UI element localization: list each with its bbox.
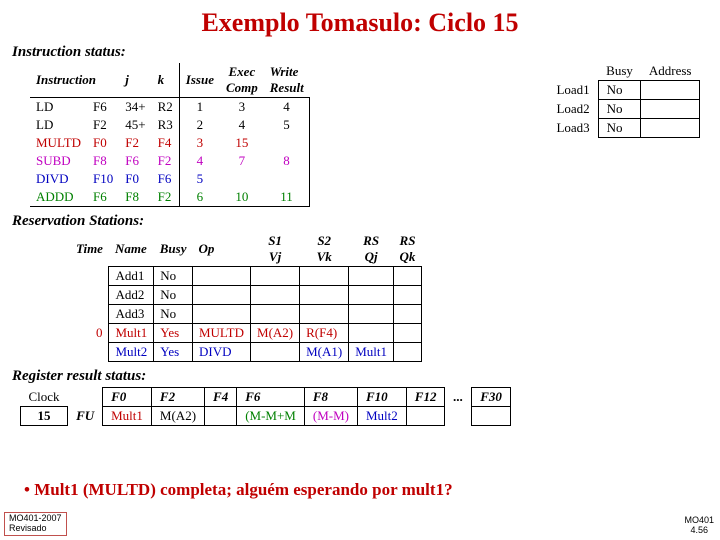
table-row: Add3No (70, 305, 421, 324)
footer-left: MO401-2007Revisado (4, 512, 67, 536)
reservation-stations-table: Time Name Busy Op S1Vj S2Vk RSQj RSQk Ad… (70, 232, 422, 362)
load-status-table: Busy Address Load1NoLoad2NoLoad3No (548, 62, 700, 138)
table-row: Add2No (70, 286, 421, 305)
register-status-table: Clock F0 F2 F4 F6 F8 F10 F12 ... F30 15 … (20, 387, 511, 426)
footer-right: MO4014.56 (684, 516, 714, 536)
register-status-label: Register result status: (12, 368, 720, 385)
table-row: Load2No (548, 100, 699, 119)
table-row: Add1No (70, 267, 421, 286)
table-row: MULTDF0F2F4315 (30, 134, 310, 152)
slide-title: Exemplo Tomasulo: Ciclo 15 (0, 0, 720, 38)
table-row: 0Mult1YesMULTDM(A2)R(F4) (70, 324, 421, 343)
instruction-status-table: Instruction j k Issue ExecComp WriteResu… (30, 63, 310, 207)
table-row: SUBDF8F6F2478 (30, 152, 310, 170)
instruction-status-label: Instruction status: (12, 44, 548, 61)
table-row: ADDDF6F8F261011 (30, 188, 310, 207)
table-row: Load1No (548, 81, 699, 100)
table-row: DIVDF10F0F65 (30, 170, 310, 188)
bullet-note: • Mult1 (MULTD) completa; alguém esperan… (24, 480, 684, 500)
table-row: LDF245+R3245 (30, 116, 310, 134)
table-row: Mult2YesDIVDM(A1)Mult1 (70, 343, 421, 362)
table-row: Load3No (548, 119, 699, 138)
clock-value: 15 (21, 407, 68, 426)
reservation-stations-label: Reservation Stations: (12, 213, 720, 230)
table-row: LDF634+R2134 (30, 98, 310, 117)
